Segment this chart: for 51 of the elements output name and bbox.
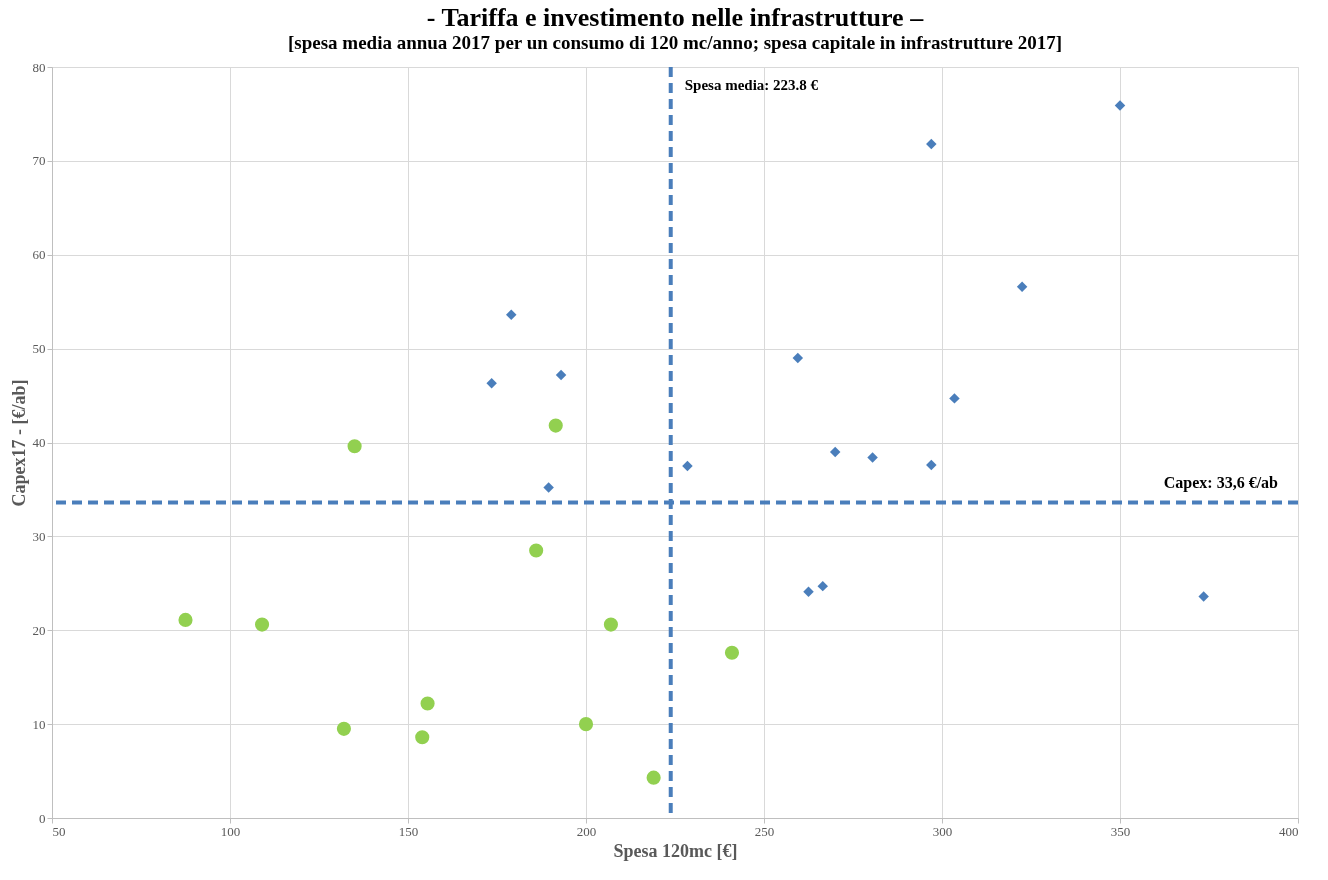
point [926,138,937,150]
x-tick-label: 200 [576,823,597,839]
point [1198,591,1209,602]
y-tick-label: 30 [32,528,46,544]
ref-line-label: Capex: 33,6 €/ab [1163,473,1279,492]
x-axis-title: Spesa 120mc [€] [613,840,738,861]
chart-subtitle: [spesa media annua 2017 per un consumo di 120 mc/anno; spesa capitale in infrastrutture 2017] [287,32,1063,53]
y-tick-label: 80 [32,59,46,75]
y-tick-label: 50 [32,341,46,357]
y-tick-label: 10 [32,716,46,732]
point [1016,281,1028,292]
point [803,586,814,598]
point [486,378,497,389]
point [867,452,878,463]
y-tick-label: 0 [39,810,46,826]
point [646,770,661,785]
point [420,696,435,711]
point [254,617,270,632]
point [336,721,351,736]
point [817,580,828,592]
point [506,309,517,321]
point [178,612,193,627]
x-tick-label: 100 [220,823,241,839]
point [926,459,937,471]
x-tick-label: 250 [754,823,775,839]
y-axis-title: Capex17 - [€/ab] [8,379,29,507]
point [682,460,693,472]
x-tick-label: 400 [1279,823,1299,839]
point [415,730,430,745]
point [603,617,618,632]
point [578,717,594,732]
y-tick-label: 40 [32,435,46,450]
y-tick-label: 20 [32,622,46,638]
y-tick-label: 60 [32,247,46,263]
point [529,543,544,558]
x-tick-label: 300 [932,823,953,839]
point [347,439,362,454]
ref-line-label: Spesa media: 223.8 € [684,77,819,93]
point [1114,100,1126,111]
point [724,645,740,660]
point [543,482,554,493]
x-tick-label: 150 [398,823,419,839]
chart-title: - Tariffa e investimento nelle infrastrutture – [426,3,925,32]
point [792,352,804,364]
point [949,393,960,404]
x-tick-label: 350 [1110,823,1131,839]
point [548,418,563,433]
point [829,446,841,458]
y-tick-label: 70 [32,153,46,169]
point [555,369,567,381]
x-tick-label: 50 [52,823,66,839]
